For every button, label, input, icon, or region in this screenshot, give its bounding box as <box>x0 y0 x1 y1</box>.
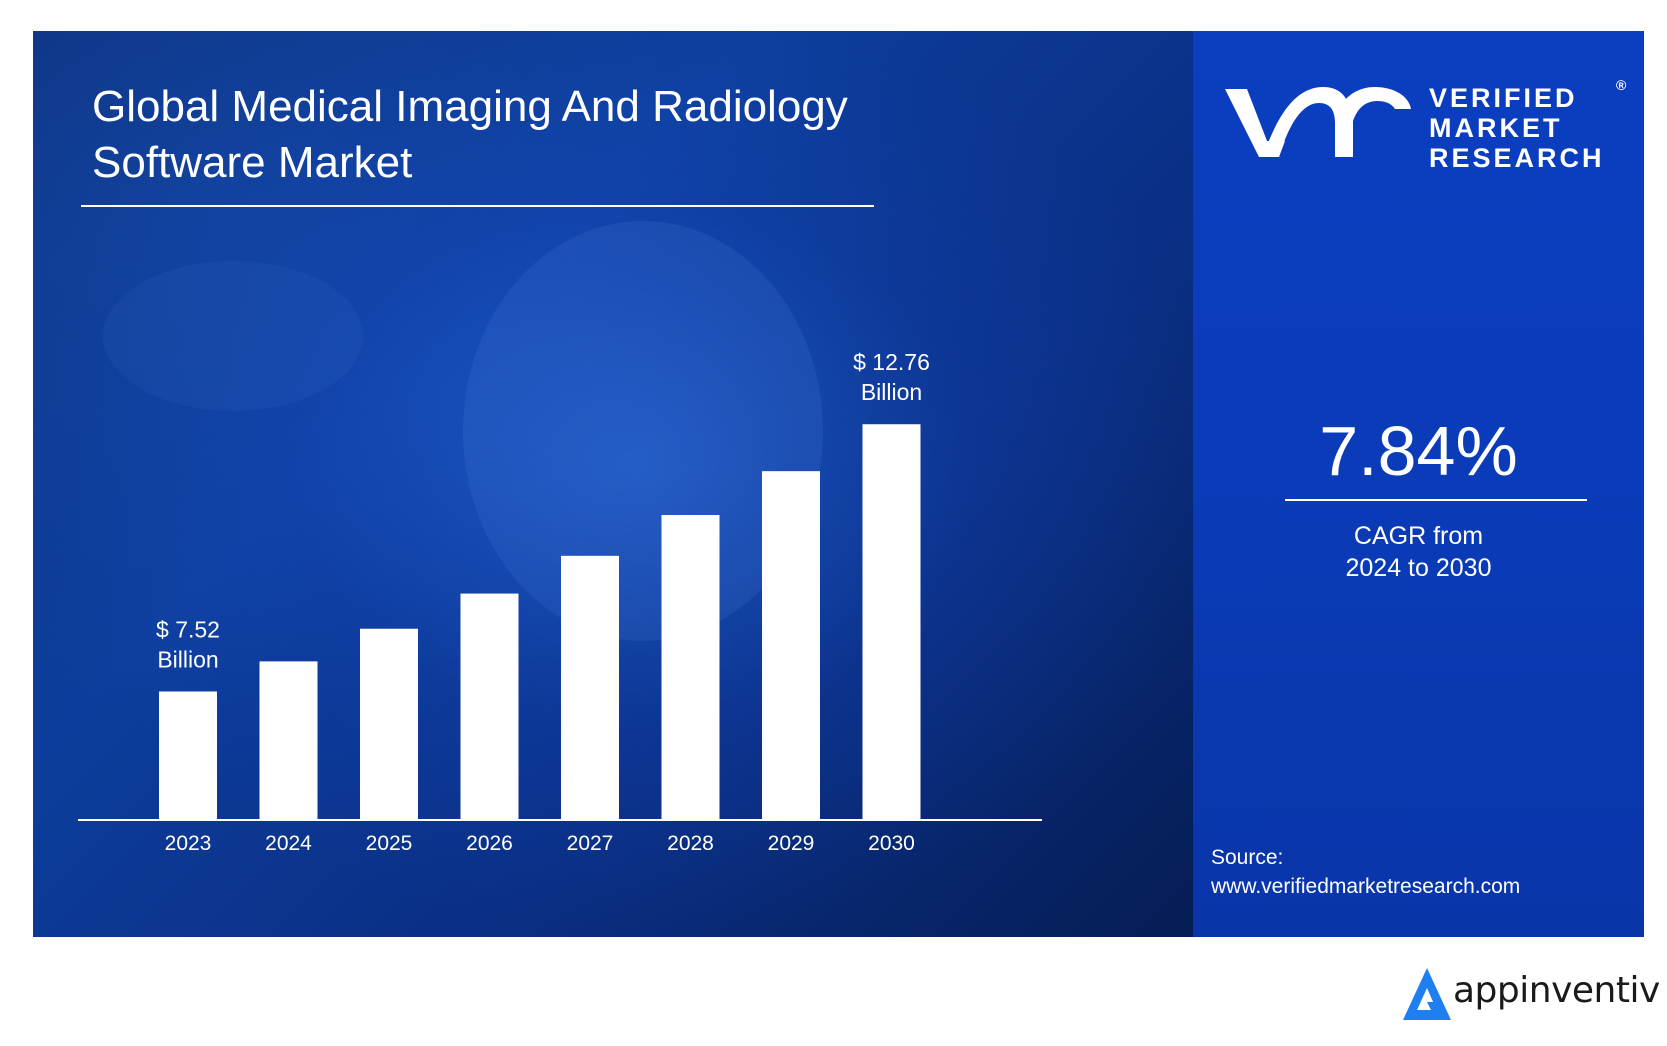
cagr-label: CAGR from 2024 to 2030 <box>1193 520 1644 584</box>
x-tick-label: 2029 <box>768 832 815 855</box>
data-label-2030: $ 12.76 <box>853 349 930 375</box>
logo-line-research: RESEARCH <box>1429 143 1605 173</box>
appinventiv-brand: appinventiv <box>1401 966 1660 1026</box>
title-underline <box>81 205 874 207</box>
bar-2030 <box>862 424 921 820</box>
x-tick-label: 2030 <box>868 832 915 855</box>
x-tick-label: 2023 <box>165 832 212 855</box>
chart-panel: Global Medical Imaging And Radiology Sof… <box>33 31 1193 937</box>
bar-2023 <box>159 691 217 820</box>
source-note: Source: www.verifiedmarketresearch.com <box>1211 843 1520 901</box>
background-ui-shape <box>103 261 363 411</box>
source-label: Source: <box>1211 846 1284 869</box>
x-tick-label: 2027 <box>567 832 614 855</box>
bar-2027 <box>561 555 619 820</box>
source-url: www.verifiedmarketresearch.com <box>1211 875 1521 898</box>
x-tick-label: 2028 <box>667 832 714 855</box>
vmr-logo-icon <box>1225 87 1411 157</box>
cagr-divider <box>1285 499 1587 501</box>
cagr-label-line1: CAGR from <box>1353 522 1484 550</box>
bar-2026 <box>460 593 519 820</box>
infographic-card: Global Medical Imaging And Radiology Sof… <box>33 31 1644 937</box>
cagr-label-line2: 2024 to 2030 <box>1345 554 1492 582</box>
data-label-2023: Billion <box>157 646 218 672</box>
data-label-2023: $ 7.52 <box>156 616 220 642</box>
x-tick-label: 2024 <box>265 832 312 855</box>
cagr-value: 7.84% <box>1319 412 1518 490</box>
logo-line-verified: VERIFIED <box>1429 83 1578 113</box>
summary-panel: VERIFIED MARKET RESEARCH ® 7.84% CAGR fr… <box>1193 31 1644 937</box>
registered-mark: ® <box>1616 77 1627 93</box>
data-label-2030: Billion <box>861 379 922 405</box>
bar-2024 <box>259 661 318 820</box>
appinventiv-logo-icon <box>1403 968 1451 1020</box>
logo-line-market: MARKET <box>1429 113 1563 143</box>
vmr-logo-text: VERIFIED MARKET RESEARCH <box>1429 83 1605 173</box>
bar-chart: 2023 2024 2025 2026 2027 2028 2029 2030 $ 7.52 Bi… <box>78 349 1042 855</box>
x-tick-label: 2025 <box>366 832 413 855</box>
bar-2028 <box>661 515 720 820</box>
chart-title-line2: Software Market <box>92 138 413 187</box>
bar-2025 <box>360 628 418 820</box>
x-tick-label: 2026 <box>466 832 513 855</box>
bar-2029 <box>762 471 820 820</box>
chart-title: Global Medical Imaging And Radiology Sof… <box>92 79 952 191</box>
vmr-logo: VERIFIED MARKET RESEARCH ® <box>1219 77 1639 189</box>
chart-title-line1: Global Medical Imaging And Radiology <box>92 82 848 131</box>
appinventiv-wordmark: appinventiv <box>1453 970 1660 1011</box>
